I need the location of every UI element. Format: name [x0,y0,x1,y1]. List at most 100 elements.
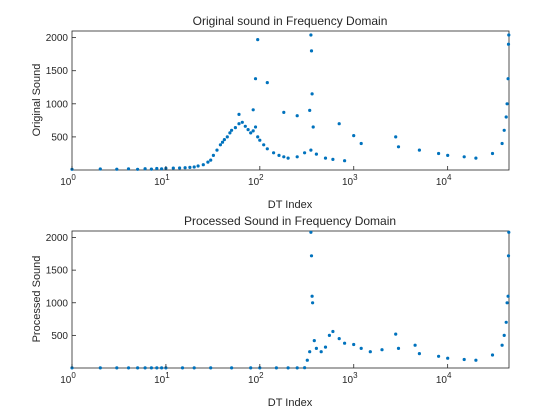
x-tick-exponent: 4 [447,173,452,182]
y-tick-label: 500 [51,132,68,143]
data-point [396,145,401,149]
y-tick-label: 500 [51,331,68,342]
data-point [286,156,290,160]
data-point [228,131,232,135]
data-point [394,135,398,139]
data-point [337,122,341,126]
data-point [311,125,315,129]
data-point [230,128,234,132]
y-tick-label: 1000 [46,99,69,110]
data-point [507,230,511,234]
x-tick-label: 102 [248,371,264,386]
data-point [308,350,312,354]
data-point [305,358,309,362]
data-point [218,143,222,147]
data-point [277,153,281,157]
data-point [314,346,318,350]
data-point [474,156,478,160]
data-point [462,357,466,362]
data-point [183,166,187,170]
data-point [246,128,250,132]
x-tick-base: 10 [342,375,354,386]
x-tick-base: 10 [60,177,72,188]
data-point [343,159,347,163]
x-tick-base: 10 [154,177,166,188]
data-point [323,345,328,349]
data-point [337,337,341,341]
data-point [500,141,504,146]
chart-title: Processed Sound in Frequency Domain [184,214,396,228]
data-point [143,366,147,370]
y-axis-label: Processed Sound [31,256,43,343]
data-point [417,148,421,152]
data-point [396,346,401,350]
data-point [115,366,119,370]
x-tick-exponent: 3 [353,173,358,182]
data-point [500,343,504,347]
data-point [192,165,196,169]
data-point [188,165,192,169]
data-point [303,151,307,155]
data-point [309,254,314,258]
data-point [311,301,315,305]
chart-title: Original sound in Frequency Domain [193,14,388,28]
data-point [309,148,313,152]
data-point [474,358,478,362]
data-point [253,125,258,129]
data-point [286,366,290,370]
data-point [180,366,185,370]
x-tick-label: 103 [342,173,358,188]
data-point [309,33,313,37]
data-point [282,110,286,114]
x-axis-label: DT Index [268,397,313,409]
x-tick-exponent: 2 [259,173,264,182]
data-point [256,38,260,42]
y-ticks: 500 1000 1500 2000 [46,33,76,143]
data-point [502,128,506,132]
data-point [352,134,356,138]
data-point [446,153,450,157]
data-point [149,366,153,370]
data-point [136,167,140,171]
x-tick-base: 10 [342,177,354,188]
y-axis-label: Original Sound [31,64,43,137]
data-point [155,366,159,370]
data-point [319,350,323,354]
data-point [98,366,102,370]
data-point [243,124,247,128]
data-point [506,294,510,298]
data-point [115,167,119,171]
x-tick-label: 104 [436,371,452,386]
x-tick-exponent: 1 [165,173,170,182]
data-point [249,131,253,135]
x-tick-exponent: 4 [447,371,452,380]
x-tick-label: 101 [154,173,170,188]
data-point [295,366,299,370]
data-point [309,49,314,53]
data-point [256,135,260,139]
data-point [215,148,219,152]
data-point [251,129,255,133]
data-point [446,356,450,360]
data-point [222,138,226,142]
x-tick-label: 103 [342,371,358,386]
data-point [253,77,258,81]
x-tick-base: 10 [60,375,72,386]
x-tick-exponent: 2 [259,371,264,380]
data-point [149,167,153,171]
data-point [437,354,441,358]
data-point [312,339,316,343]
data-point [201,163,205,167]
x-tick-exponent: 3 [353,371,358,380]
data-point [143,167,147,171]
x-tick-base: 10 [248,177,260,188]
data-point [258,138,262,142]
data-point [230,366,234,370]
y-ticks: 500 1000 1500 2000 [46,233,76,342]
data-point [196,164,200,168]
data-point [352,342,356,347]
data-point [192,366,196,370]
data-point [160,366,164,370]
